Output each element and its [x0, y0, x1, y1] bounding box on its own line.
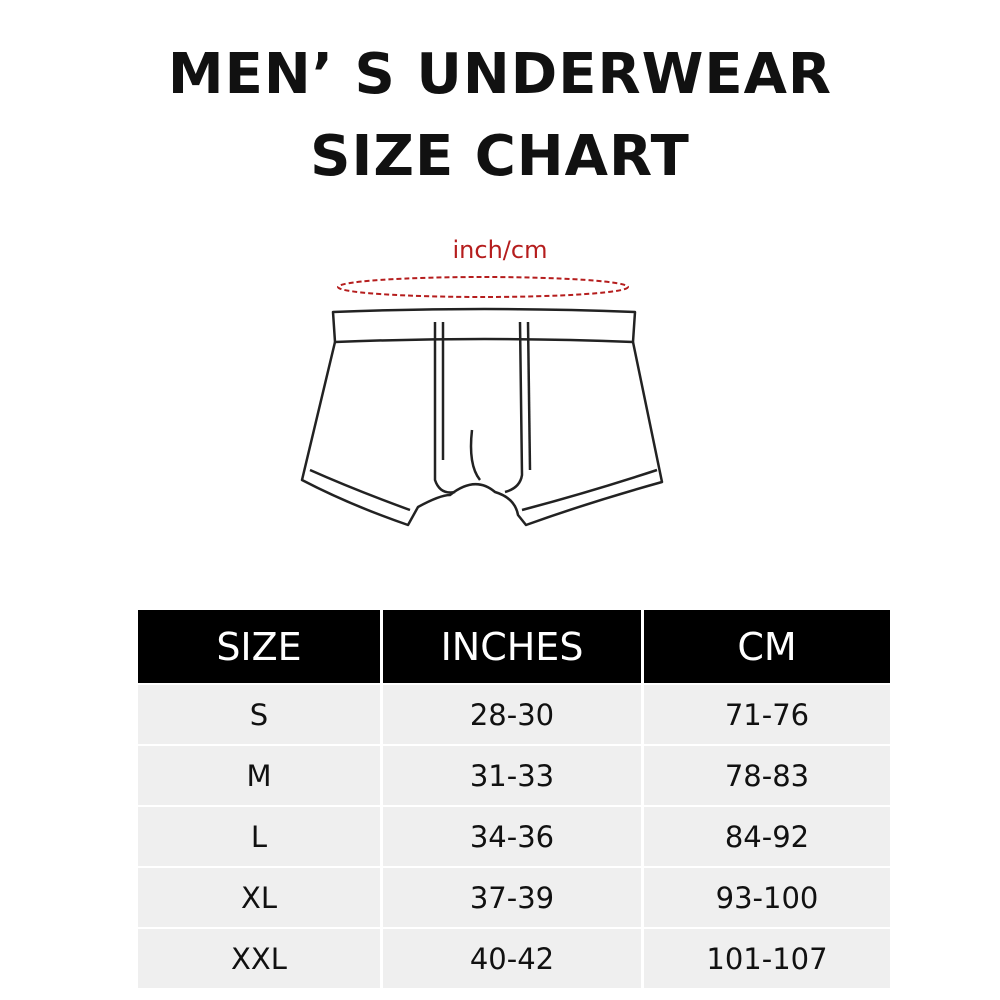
underwear-outline — [300, 307, 664, 527]
inches-cell: 37-39 — [383, 868, 641, 927]
title-line-2: SIZE CHART — [310, 124, 690, 189]
inches-cell: 34-36 — [383, 807, 641, 866]
header-size: SIZE — [138, 610, 380, 683]
size-cell: L — [138, 807, 380, 866]
cm-cell: 78-83 — [644, 746, 890, 805]
inches-cell: 40-42 — [383, 929, 641, 988]
underwear-illustration — [300, 276, 664, 527]
size-cell: S — [138, 685, 380, 744]
table-row: S 28-30 71-76 — [138, 685, 890, 744]
title-line-1: MEN’ S UNDERWEAR — [167, 42, 833, 107]
size-cell: XL — [138, 868, 380, 927]
inches-cell: 28-30 — [383, 685, 641, 744]
table-row: L 34-36 84-92 — [138, 807, 890, 866]
size-table: SIZE INCHES CM S 28-30 71-76 M 31-33 78-83 L… — [135, 608, 893, 990]
size-cell: XXL — [138, 929, 380, 988]
cm-cell: 101-107 — [644, 929, 890, 988]
waist-measure-line — [337, 276, 629, 298]
header-cm: CM — [644, 610, 890, 683]
header-inches: INCHES — [383, 610, 641, 683]
size-cell: M — [138, 746, 380, 805]
cm-cell: 93-100 — [644, 868, 890, 927]
inches-cell: 31-33 — [383, 746, 641, 805]
table-header-row: SIZE INCHES CM — [138, 610, 890, 683]
cm-cell: 84-92 — [644, 807, 890, 866]
measure-label: inch/cm — [452, 236, 548, 264]
table-row: XL 37-39 93-100 — [138, 868, 890, 927]
table-row: XXL 40-42 101-107 — [138, 929, 890, 988]
table-row: M 31-33 78-83 — [138, 746, 890, 805]
cm-cell: 71-76 — [644, 685, 890, 744]
